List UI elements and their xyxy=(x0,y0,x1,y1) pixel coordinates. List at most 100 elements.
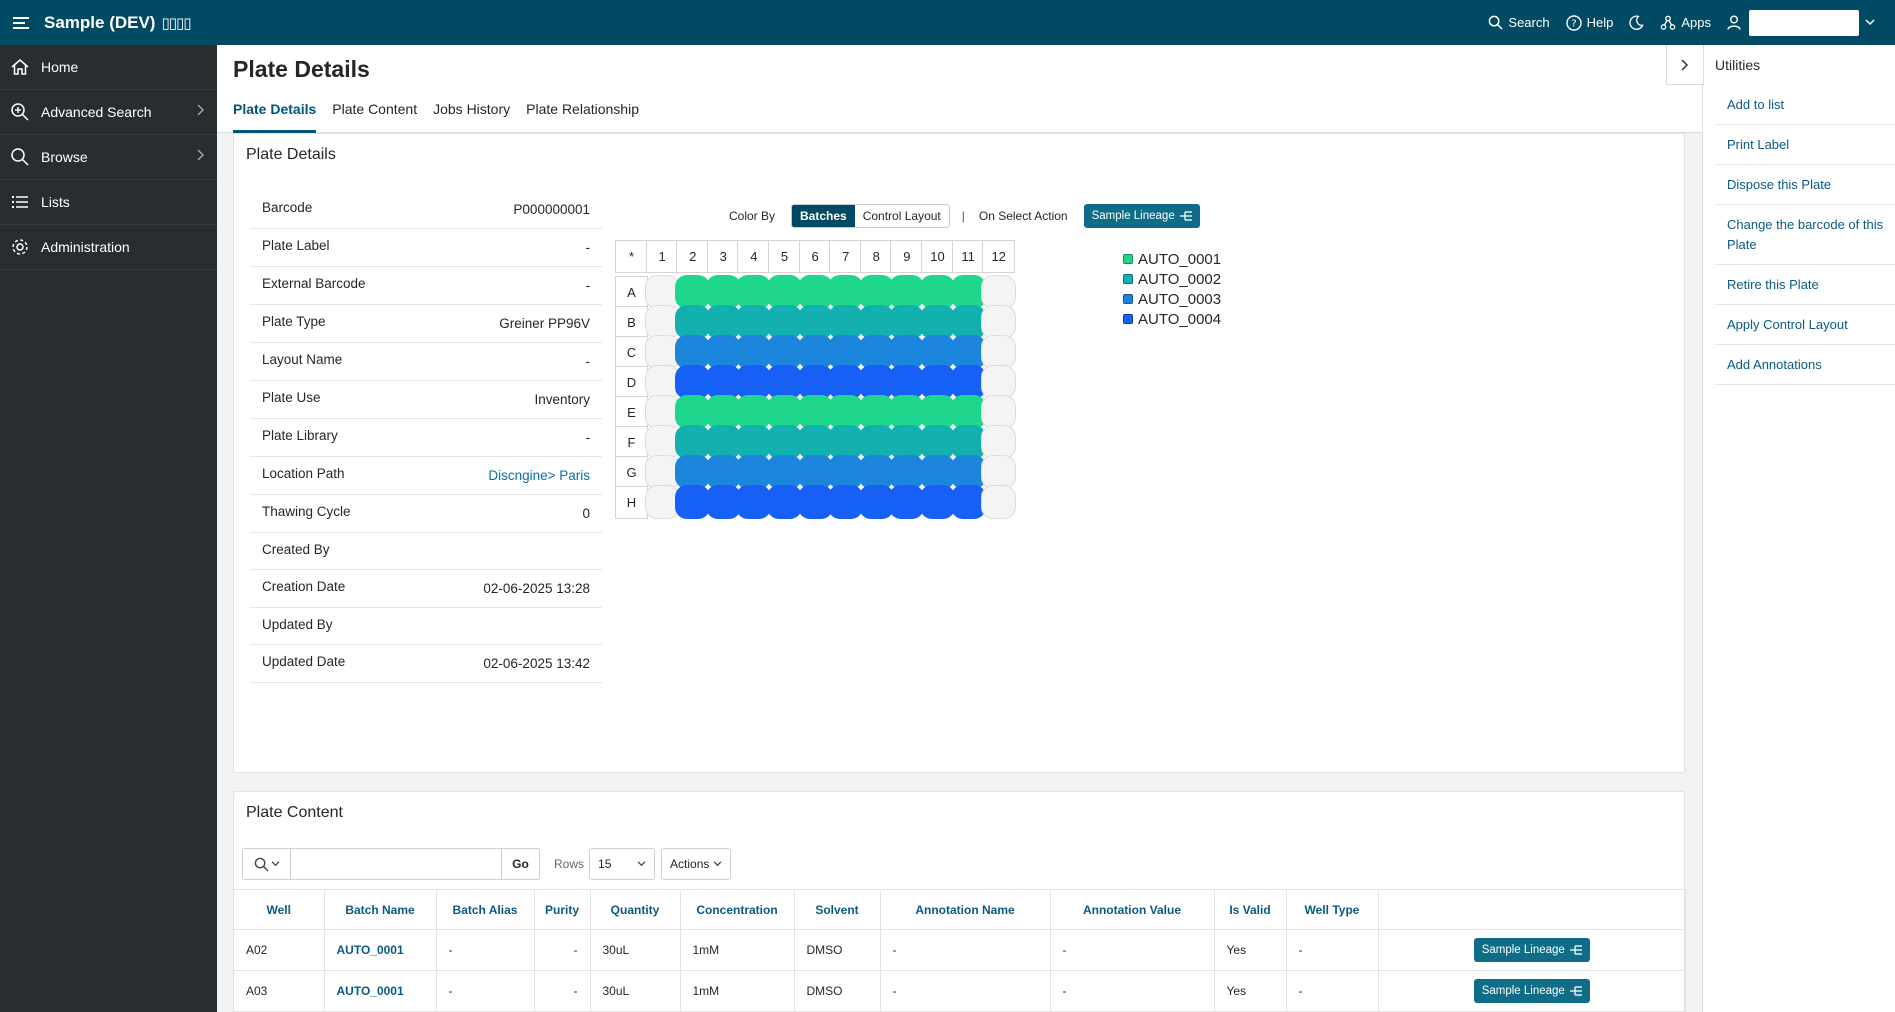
plate-well[interactable] xyxy=(858,395,894,429)
row-sample-lineage-button[interactable]: Sample Lineage xyxy=(1473,938,1590,962)
plate-row-header[interactable]: H xyxy=(615,486,648,519)
plate-well[interactable] xyxy=(828,485,864,519)
plate-column-header[interactable]: 10 xyxy=(921,240,954,273)
plate-well[interactable] xyxy=(950,455,986,489)
plate-well[interactable] xyxy=(981,305,1017,339)
utility-link[interactable]: Apply Control Layout xyxy=(1715,305,1895,345)
plate-well[interactable] xyxy=(767,485,802,519)
plate-well[interactable] xyxy=(889,335,925,369)
plate-column-header[interactable]: 9 xyxy=(890,240,924,273)
column-header[interactable]: Annotation Name xyxy=(880,889,1051,930)
color-by-control-layout-button[interactable]: Control Layout xyxy=(862,209,941,223)
plate-well[interactable] xyxy=(920,335,955,369)
plate-well[interactable] xyxy=(950,395,986,429)
plate-well[interactable] xyxy=(797,485,833,519)
plate-well[interactable] xyxy=(920,275,955,309)
plate-well[interactable] xyxy=(828,395,864,429)
utility-link[interactable]: Retire this Plate xyxy=(1715,265,1895,305)
batch-name-link[interactable]: AUTO_0001 xyxy=(336,984,404,998)
plate-well[interactable] xyxy=(705,335,741,369)
column-header[interactable]: Quantity xyxy=(590,889,681,930)
plate-well[interactable] xyxy=(767,425,802,459)
plate-column-header[interactable]: 3 xyxy=(706,240,740,273)
plate-well[interactable] xyxy=(705,455,741,489)
go-button[interactable]: Go xyxy=(501,849,539,879)
nav-item-browse[interactable]: Browse xyxy=(0,135,217,180)
nav-item-administration[interactable]: Administration xyxy=(0,225,217,270)
plate-well[interactable] xyxy=(950,365,986,399)
plate-well[interactable] xyxy=(675,365,711,399)
plate-well[interactable] xyxy=(858,305,894,339)
plate-column-header[interactable]: 11 xyxy=(951,240,985,273)
actions-menu-button[interactable]: Actions xyxy=(661,848,732,880)
plate-well[interactable] xyxy=(828,335,864,369)
plate-well[interactable] xyxy=(858,275,894,309)
plate-well[interactable] xyxy=(797,335,833,369)
apps-button[interactable]: Apps xyxy=(1660,15,1711,31)
plate-column-header[interactable]: 4 xyxy=(737,240,771,273)
plate-well[interactable] xyxy=(675,305,711,339)
detail-value-link[interactable]: Discngine> Paris xyxy=(488,468,590,483)
plate-well[interactable] xyxy=(767,365,802,399)
utilities-toggle-button[interactable] xyxy=(1666,45,1704,85)
plate-well[interactable] xyxy=(675,425,711,459)
user-name-box[interactable] xyxy=(1749,9,1859,36)
plate-well[interactable] xyxy=(920,305,955,339)
column-header[interactable]: Solvent xyxy=(794,889,881,930)
plate-well[interactable] xyxy=(858,485,894,519)
column-header[interactable]: Concentration xyxy=(680,889,795,930)
plate-well[interactable] xyxy=(705,485,741,519)
utility-link[interactable]: Add to list xyxy=(1715,85,1895,125)
sample-lineage-button[interactable]: Sample Lineage xyxy=(1083,204,1200,228)
plate-well[interactable] xyxy=(981,455,1017,489)
plate-well[interactable] xyxy=(797,395,833,429)
plate-well[interactable] xyxy=(950,275,986,309)
plate-row-header[interactable]: F xyxy=(615,426,648,459)
tab-jobs-history[interactable]: Jobs History xyxy=(433,101,511,117)
plate-well[interactable] xyxy=(767,455,802,489)
plate-well[interactable] xyxy=(675,335,711,369)
plate-well[interactable] xyxy=(797,425,833,459)
app-title[interactable]: Sample (DEV) xyxy=(44,12,156,32)
plate-row-header[interactable]: G xyxy=(615,456,648,489)
plate-well[interactable] xyxy=(644,335,680,369)
plate-well[interactable] xyxy=(736,455,772,489)
plate-well[interactable] xyxy=(828,425,864,459)
plate-well[interactable] xyxy=(736,395,772,429)
plate-column-header[interactable]: 5 xyxy=(768,240,801,273)
plate-well[interactable] xyxy=(858,365,894,399)
plate-well[interactable] xyxy=(736,365,772,399)
plate-column-header[interactable]: 8 xyxy=(859,240,893,273)
plate-well[interactable] xyxy=(644,395,680,429)
column-header-well[interactable]: Well xyxy=(234,889,325,930)
plate-well[interactable] xyxy=(797,275,833,309)
plate-well[interactable] xyxy=(920,425,955,459)
menu-toggle-button[interactable] xyxy=(4,0,40,45)
theme-toggle-button[interactable] xyxy=(1629,15,1645,30)
utility-link[interactable]: Print Label xyxy=(1715,125,1895,165)
nav-item-lists[interactable]: Lists xyxy=(0,180,217,225)
batch-name-link[interactable]: AUTO_0001 xyxy=(336,943,404,957)
plate-well[interactable] xyxy=(675,455,711,489)
row-sample-lineage-button[interactable]: Sample Lineage xyxy=(1473,979,1590,1003)
plate-well[interactable] xyxy=(981,335,1017,369)
plate-well[interactable] xyxy=(920,455,955,489)
plate-row-header[interactable]: B xyxy=(615,306,648,339)
plate-well[interactable] xyxy=(828,275,864,309)
column-header[interactable]: Batch Alias xyxy=(436,889,535,930)
help-button[interactable]: ? Help xyxy=(1565,14,1613,31)
plate-well[interactable] xyxy=(889,455,925,489)
plate-well[interactable] xyxy=(889,305,925,339)
plate-row-header[interactable]: C xyxy=(615,336,648,369)
plate-well[interactable] xyxy=(736,275,772,309)
plate-well[interactable] xyxy=(981,275,1017,309)
plate-row-header[interactable]: D xyxy=(615,366,648,399)
plate-column-header[interactable]: 2 xyxy=(676,240,710,273)
plate-column-header[interactable]: 12 xyxy=(982,240,1016,273)
plate-column-header[interactable]: 6 xyxy=(798,240,832,273)
plate-well[interactable] xyxy=(889,275,925,309)
search-nav-button[interactable]: Search xyxy=(1488,15,1550,30)
plate-column-header[interactable]: 7 xyxy=(829,240,863,273)
plate-well[interactable] xyxy=(736,305,772,339)
plate-well[interactable] xyxy=(889,485,925,519)
